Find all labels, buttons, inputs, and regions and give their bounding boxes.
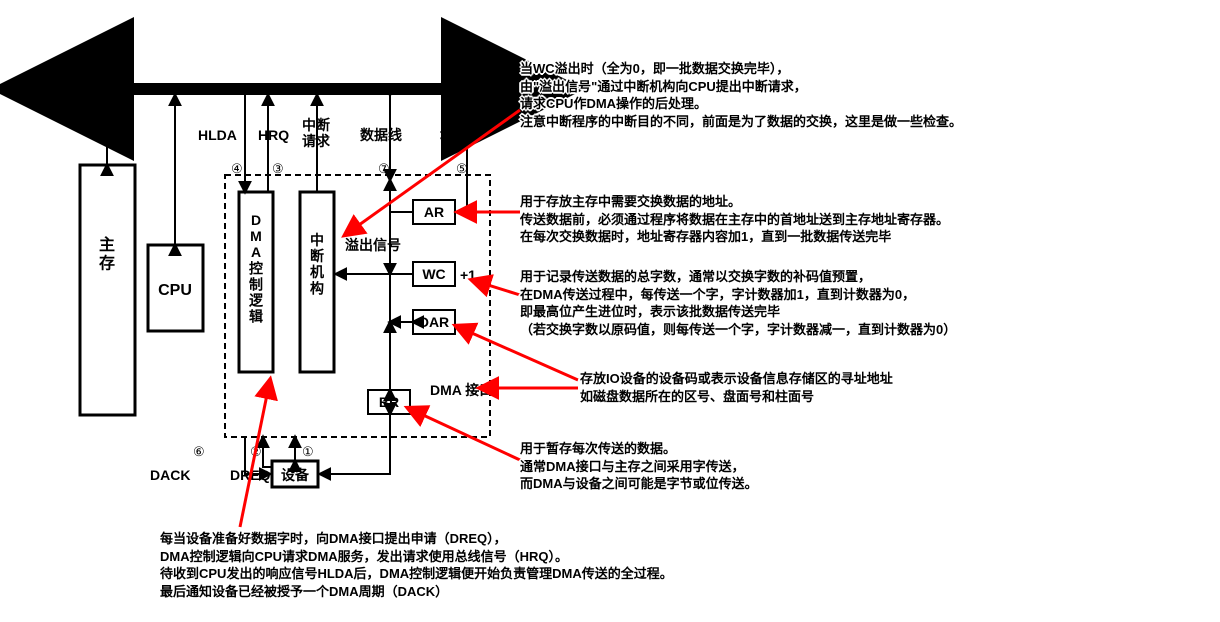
- annotation-1: 当WC溢出时（全为0，即一批数据交换完毕），由"溢出信号"通过中断机构向CPU提…: [520, 60, 962, 130]
- annotation-2: 用于存放主存中需要交换数据的地址。传送数据前，必须通过程序将数据在主存中的首地址…: [520, 193, 949, 246]
- arrow-a3: [472, 280, 520, 295]
- sig-hlda: HLDA: [198, 127, 237, 143]
- sig-data: 数据线: [360, 127, 402, 143]
- circ-5: ⑤: [456, 161, 468, 176]
- circ-1: ①: [302, 444, 314, 459]
- annotation-6: 每当设备准备好数据字时，向DMA接口提出申请（DREQ），DMA控制逻辑向CPU…: [160, 530, 673, 600]
- sig-hrq: HRQ: [258, 127, 289, 143]
- block-mem: [80, 165, 135, 415]
- label-br: BR: [379, 394, 399, 410]
- label-dar: DAR: [419, 314, 449, 330]
- label-dma: DMA控制逻辑: [249, 212, 264, 325]
- annotation-5: 用于暂存每次传送的数据。通常DMA接口与主存之间采用字传送，而DMA与设备之间可…: [520, 440, 758, 493]
- bus: [80, 83, 495, 95]
- sig-intr: 中断请求: [302, 117, 331, 149]
- label-ar: AR: [424, 204, 444, 220]
- circ-4: ④: [231, 161, 243, 176]
- label-int: 中断机构: [310, 232, 324, 296]
- sig-dack: DACK: [150, 467, 190, 483]
- label-mem: 主存: [99, 235, 115, 272]
- circ-6: ⑥: [193, 444, 205, 459]
- label-dev: 设备: [281, 467, 310, 483]
- label-wc: WC: [422, 266, 445, 282]
- arrow-a5: [408, 408, 520, 460]
- circ-7: ⑦: [378, 161, 390, 176]
- label-iface: DMA 接口: [430, 382, 493, 398]
- annotation-4: 存放IO设备的设备码或表示设备信息存储区的寻址地址如磁盘数据所在的区号、盘面号和…: [580, 370, 893, 405]
- circ-3: ③: [272, 161, 284, 176]
- annotation-3: 用于记录传送数据的总字数，通常以交换字数的补码值预置，在DMA传送过程中，每传送…: [520, 268, 956, 338]
- label-cpu: CPU: [158, 282, 192, 299]
- sig-ovf: 溢出信号: [345, 237, 401, 253]
